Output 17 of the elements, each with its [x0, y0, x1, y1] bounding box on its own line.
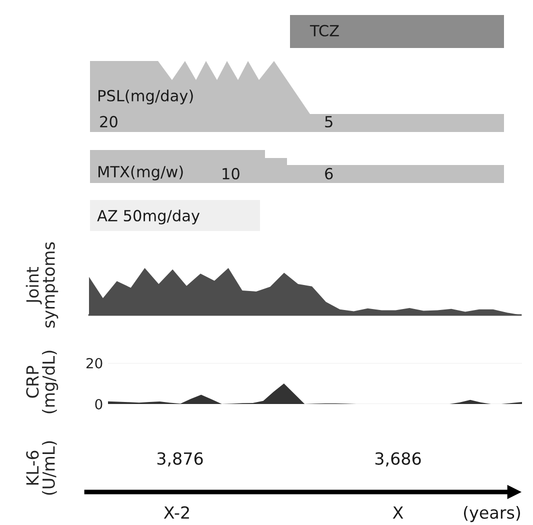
text: TCZ: [310, 24, 339, 36]
y-axis-title: Joint symptoms: [26, 242, 58, 328]
text: KL-6 (U/mL): [26, 441, 57, 495]
text: PSL(mg/day): [98, 90, 193, 104]
text: 3,876: [157, 452, 203, 467]
text: X-2: [164, 506, 189, 519]
text: 10: [222, 168, 240, 180]
y-axis-title: CRP (mg/dL): [26, 350, 58, 414]
text: 20: [100, 116, 118, 128]
text: 5: [325, 116, 332, 128]
text: AZ 50mg/day: [97, 210, 200, 224]
text: (years): [464, 506, 520, 522]
text: 6: [325, 168, 333, 180]
y-tick-label: 0: [95, 398, 102, 410]
text: MTX(mg/w): [98, 166, 183, 180]
text: 3,686: [375, 452, 421, 467]
text: X: [392, 506, 404, 519]
